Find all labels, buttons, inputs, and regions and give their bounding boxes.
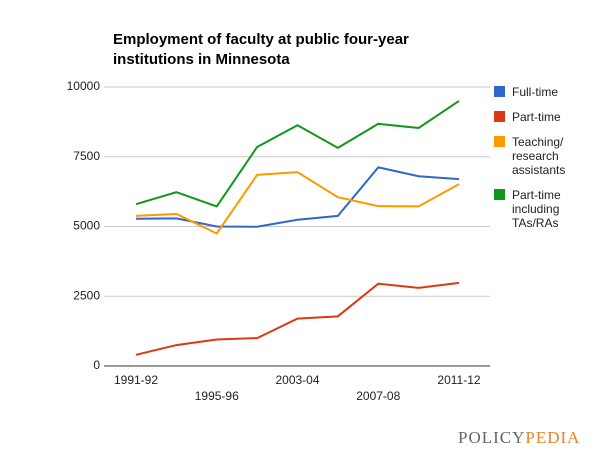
x-tick-label: 2003-04	[275, 373, 319, 387]
legend-label: Part-time	[512, 110, 561, 124]
legend-item: Full-time	[494, 85, 582, 99]
legend-item: Teaching/ research assistants	[494, 135, 582, 177]
legend-swatch	[494, 86, 505, 97]
y-tick-label: 10000	[67, 79, 101, 93]
legend-item: Part-time	[494, 110, 582, 124]
x-tick-label: 1995-96	[195, 389, 239, 403]
chart-title: Employment of faculty at public four-yea…	[113, 31, 409, 48]
legend-label: Full-time	[512, 85, 559, 99]
x-tick-label: 1991-92	[114, 373, 158, 387]
logo: POLICYPEDIA	[458, 428, 580, 448]
x-tick-label: 2007-08	[356, 389, 400, 403]
y-tick-label: 2500	[73, 288, 100, 302]
legend-swatch	[494, 136, 505, 147]
legend-swatch	[494, 189, 505, 200]
chart-title: institutions in Minnesota	[113, 51, 290, 68]
series-line	[135, 281, 460, 356]
legend-label: Part-time including TAs/RAs	[512, 188, 561, 230]
legend-item: Part-time including TAs/RAs	[494, 188, 582, 230]
logo-part: PEDIA	[525, 428, 581, 447]
y-tick-label: 5000	[73, 219, 100, 233]
legend-label: Teaching/ research assistants	[512, 135, 566, 177]
series-line	[135, 100, 460, 208]
x-tick-label: 2011-12	[437, 373, 480, 387]
legend: Full-time Part-time Teaching/ research ass…	[494, 85, 590, 241]
y-tick-label: 7500	[73, 149, 100, 163]
legend-swatch	[494, 111, 505, 122]
logo-part: POLICY	[458, 428, 526, 447]
series-line	[135, 171, 460, 235]
y-tick-label: 0	[93, 358, 100, 372]
